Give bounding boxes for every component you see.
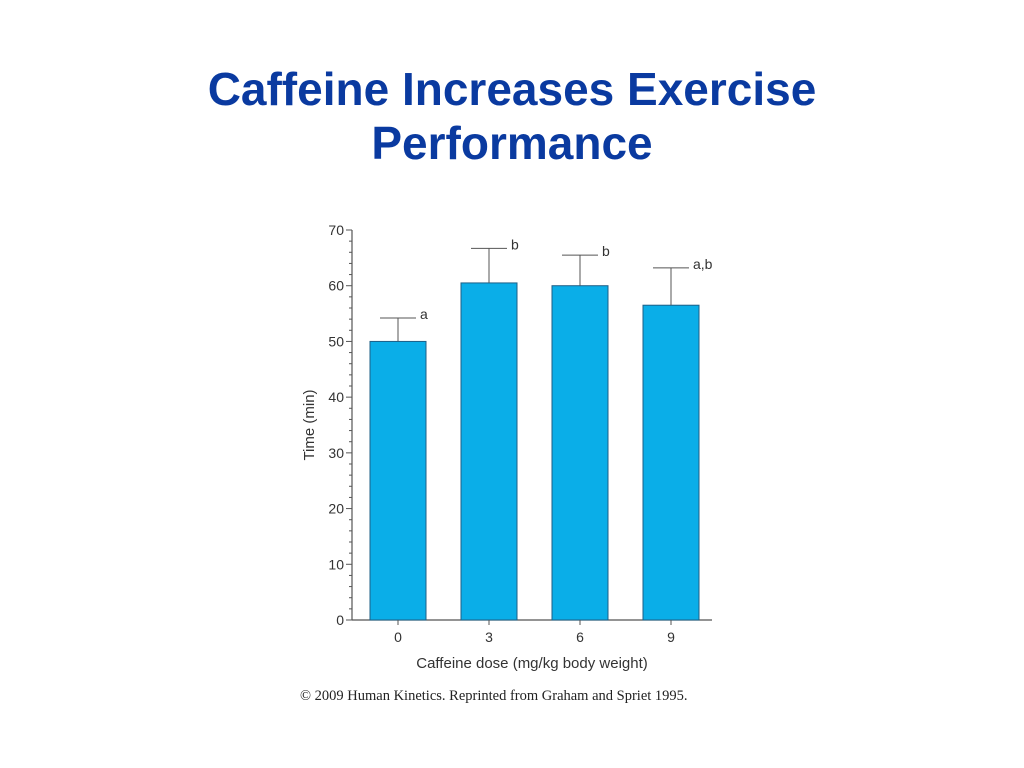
y-axis-title: Time (min) (301, 389, 318, 460)
y-tick-label: 20 (328, 501, 344, 517)
y-tick-label: 30 (328, 445, 344, 461)
page-title-line-1: Caffeine Increases Exercise (207, 63, 817, 115)
bar (642, 304, 700, 621)
significance-label: b (602, 243, 610, 259)
page-title-line-2: Performance (371, 117, 653, 169)
x-axis-title: Caffeine dose (mg/kg body weight) (416, 655, 648, 672)
significance-label: b (511, 236, 519, 252)
y-tick-label: 60 (328, 278, 344, 294)
bar (460, 282, 518, 621)
bar (369, 340, 427, 621)
significance-label: a (420, 306, 428, 322)
significance-label: a,b (693, 256, 713, 272)
x-tick-label: 3 (485, 629, 493, 645)
copyright-caption: © 2009 Human Kinetics. Reprinted from Gr… (300, 688, 688, 704)
y-tick-label: 0 (336, 612, 344, 628)
y-tick-label: 10 (328, 556, 344, 572)
page-title: Caffeine Increases Exercise Performance (0, 62, 1024, 170)
y-tick-label: 70 (328, 222, 344, 238)
bar (551, 285, 609, 621)
x-tick-label: 6 (576, 629, 584, 645)
x-tick-label: 0 (394, 629, 402, 645)
y-tick-label: 40 (328, 389, 344, 405)
x-tick-label: 9 (667, 629, 675, 645)
y-tick-label: 50 (328, 333, 344, 349)
